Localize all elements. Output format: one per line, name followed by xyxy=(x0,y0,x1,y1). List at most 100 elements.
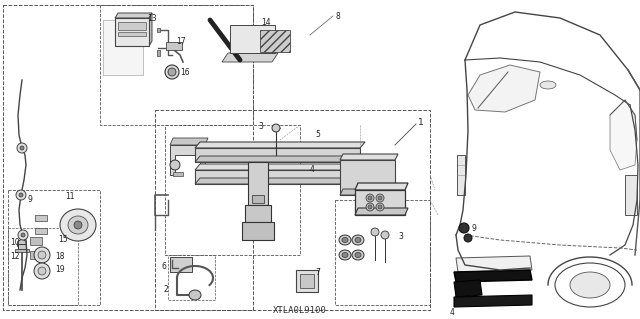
Ellipse shape xyxy=(355,238,361,242)
Ellipse shape xyxy=(34,263,50,279)
Bar xyxy=(115,18,149,46)
Polygon shape xyxy=(454,280,482,297)
Ellipse shape xyxy=(38,267,46,275)
Bar xyxy=(30,237,42,245)
Ellipse shape xyxy=(342,253,348,257)
Text: 1: 1 xyxy=(418,118,424,127)
Bar xyxy=(30,251,42,259)
Ellipse shape xyxy=(540,81,556,89)
Ellipse shape xyxy=(16,190,26,200)
Polygon shape xyxy=(355,190,405,215)
Ellipse shape xyxy=(459,223,469,233)
Text: 7: 7 xyxy=(315,268,320,277)
Polygon shape xyxy=(195,178,365,184)
Polygon shape xyxy=(115,13,152,18)
Text: 19: 19 xyxy=(55,265,65,274)
Bar xyxy=(165,125,300,255)
Bar xyxy=(230,25,275,53)
Text: 9: 9 xyxy=(472,224,477,233)
Text: 4: 4 xyxy=(310,165,315,174)
Polygon shape xyxy=(340,189,398,195)
Bar xyxy=(15,249,29,252)
Text: 18: 18 xyxy=(55,252,65,261)
Ellipse shape xyxy=(272,124,280,132)
Ellipse shape xyxy=(189,290,201,300)
Bar xyxy=(170,257,192,272)
Polygon shape xyxy=(355,183,408,190)
Text: 6: 6 xyxy=(162,262,167,271)
Ellipse shape xyxy=(464,234,472,242)
Bar xyxy=(35,228,47,234)
Polygon shape xyxy=(454,270,532,282)
Polygon shape xyxy=(248,162,268,205)
Bar xyxy=(335,200,430,305)
Ellipse shape xyxy=(20,146,24,150)
Ellipse shape xyxy=(60,209,96,241)
Ellipse shape xyxy=(355,253,361,257)
Text: XTLA0L9100: XTLA0L9100 xyxy=(273,306,327,315)
Ellipse shape xyxy=(570,272,610,298)
Bar xyxy=(157,28,160,32)
Polygon shape xyxy=(245,205,271,222)
Bar xyxy=(260,30,290,52)
Ellipse shape xyxy=(378,196,382,200)
Bar xyxy=(103,20,143,75)
Text: 17: 17 xyxy=(176,37,186,46)
Text: 14: 14 xyxy=(261,18,271,27)
Text: 12: 12 xyxy=(10,252,19,261)
Ellipse shape xyxy=(74,221,82,229)
Ellipse shape xyxy=(68,216,88,234)
Bar xyxy=(155,110,430,310)
Text: 8: 8 xyxy=(335,12,340,21)
Ellipse shape xyxy=(38,251,46,259)
Ellipse shape xyxy=(18,230,28,240)
Polygon shape xyxy=(195,148,360,162)
Bar xyxy=(118,32,146,36)
Bar xyxy=(8,190,100,305)
Ellipse shape xyxy=(376,203,384,211)
Ellipse shape xyxy=(21,233,25,237)
Polygon shape xyxy=(456,256,532,272)
Text: 4: 4 xyxy=(450,308,455,317)
Ellipse shape xyxy=(368,196,372,200)
Ellipse shape xyxy=(342,238,348,242)
Text: 16: 16 xyxy=(180,68,189,77)
Text: 11: 11 xyxy=(65,192,74,201)
Bar xyxy=(300,274,314,288)
Ellipse shape xyxy=(352,250,364,260)
Ellipse shape xyxy=(17,143,27,153)
Ellipse shape xyxy=(19,193,23,197)
Bar xyxy=(118,22,146,30)
Bar xyxy=(173,172,183,176)
Polygon shape xyxy=(355,208,408,215)
Ellipse shape xyxy=(381,231,389,239)
Text: 5: 5 xyxy=(315,130,320,139)
Ellipse shape xyxy=(376,194,384,202)
Ellipse shape xyxy=(366,203,374,211)
Ellipse shape xyxy=(339,250,351,260)
Text: 3: 3 xyxy=(258,122,263,131)
Bar xyxy=(18,244,26,249)
Ellipse shape xyxy=(165,65,179,79)
Ellipse shape xyxy=(339,235,351,245)
Polygon shape xyxy=(195,142,365,148)
Text: 3: 3 xyxy=(398,232,403,241)
Polygon shape xyxy=(170,138,208,145)
Bar xyxy=(3,5,253,310)
Ellipse shape xyxy=(368,205,372,209)
Text: 13: 13 xyxy=(147,14,157,23)
Polygon shape xyxy=(149,13,152,46)
Ellipse shape xyxy=(378,205,382,209)
Ellipse shape xyxy=(34,247,50,263)
Polygon shape xyxy=(340,154,398,160)
Text: 15: 15 xyxy=(58,235,68,244)
Text: 2: 2 xyxy=(163,285,168,294)
Polygon shape xyxy=(340,160,395,195)
Ellipse shape xyxy=(170,160,180,170)
Ellipse shape xyxy=(371,228,379,236)
Polygon shape xyxy=(242,222,274,240)
Ellipse shape xyxy=(352,235,364,245)
Ellipse shape xyxy=(366,194,374,202)
Bar xyxy=(157,50,160,56)
Bar xyxy=(100,5,253,125)
